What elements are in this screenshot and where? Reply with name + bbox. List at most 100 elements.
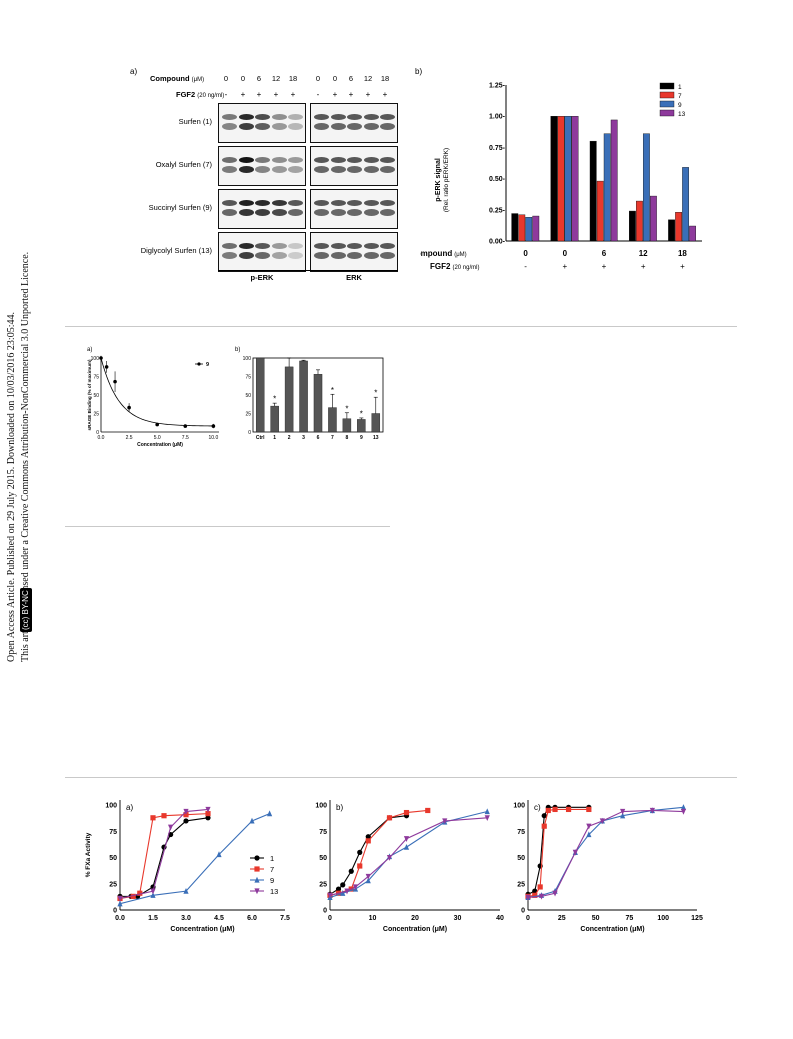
blot-band [271, 200, 287, 206]
lane-fgf2-value: + [256, 90, 262, 99]
blot-underline [218, 270, 398, 271]
blot-band [222, 200, 237, 206]
fxa-point [680, 808, 687, 815]
blot-band [222, 157, 237, 163]
lane-fgf2-value: + [290, 90, 296, 99]
srage-ylabel: sRAGE Binding (% of maximum) [87, 359, 92, 430]
lane-fgf2-value: + [332, 90, 338, 99]
srage-ytick-label: 100 [91, 356, 100, 362]
blot-band [347, 252, 363, 259]
perk-bar [649, 195, 657, 242]
fxa-series-line [119, 813, 209, 900]
srage-bar-xtick-label: 6 [317, 435, 320, 441]
blot-band [222, 114, 237, 120]
sage-panel-a-label: a) [87, 347, 93, 353]
panel-a-label: a) [130, 67, 138, 76]
blot-band [330, 252, 346, 259]
perk-legend-label: 1 [678, 84, 682, 91]
fxa-point [254, 876, 260, 883]
blot-band [271, 166, 287, 173]
blot-band [330, 209, 346, 216]
blot-band [222, 209, 237, 216]
fxa-point [365, 834, 371, 840]
perk-xtick-label: 12 [639, 249, 648, 258]
cc-badge[interactable]: (cc) BY-NC [20, 588, 32, 632]
fxa-ylabel: % FXa Activity [85, 832, 92, 877]
blot-band [380, 166, 396, 173]
fxa-point [352, 884, 359, 891]
fxa-point [365, 873, 371, 880]
significance-star: * [345, 404, 348, 413]
lane-fgf2-value: + [273, 90, 279, 99]
blot-band [347, 200, 363, 206]
srage-bar-xtick-label: 2 [288, 435, 291, 441]
perk-bar [571, 116, 579, 242]
fxa-point [183, 808, 189, 815]
erk-label: ERK [346, 273, 362, 282]
fxa-ytick-label: 0 [113, 908, 117, 915]
fxa-xtick-label: 75 [626, 915, 634, 922]
srage-point [127, 405, 131, 410]
lane-fgf2-value: - [224, 90, 228, 99]
fxa-point [537, 884, 543, 890]
fxa-point [620, 808, 626, 815]
fxa-point [340, 882, 346, 888]
fxa-xtick-label: 20 [411, 915, 419, 922]
srage-bar-chart: 0 25 50 75 100 Ctrl * 1 2 3 6 * 7 * 8 * 9 * 13 [243, 356, 384, 441]
fxa-point [205, 811, 211, 817]
fxa-point [327, 892, 333, 899]
srage-point [211, 424, 216, 428]
fgf2-header: FGF2 (20 ng/ml) [176, 90, 224, 99]
compound-label: Compound [150, 74, 190, 83]
srage-fit-curve [100, 357, 214, 427]
divider-2 [65, 526, 390, 527]
fxa-series-line [527, 809, 684, 898]
blot-band [271, 123, 287, 130]
fxa-point [552, 890, 558, 897]
fgf2-label: FGF2 [176, 90, 196, 99]
fxa-ytick-label: 100 [315, 803, 327, 810]
fxa-point [205, 815, 211, 821]
perk-bar [603, 133, 611, 242]
fxa-point [335, 886, 342, 892]
perk-legend-label: 9 [678, 102, 682, 109]
blot-band [222, 166, 237, 173]
fxa-point [620, 812, 626, 819]
blot-band [288, 209, 304, 216]
fxa-series-line [120, 817, 209, 897]
srage-bar-xtick-label: Ctrl [256, 435, 265, 441]
compound-header: Compound (μM) [150, 74, 204, 83]
blot-band [363, 200, 379, 206]
srage-xtick-label: 10.0 [209, 435, 219, 441]
blot-band [288, 252, 304, 259]
erk-blot [310, 146, 398, 186]
srage-bar-ytick-label: 0 [248, 430, 251, 436]
blot-band [330, 123, 346, 130]
perk-bar [511, 213, 519, 242]
fxa-xtick-label: 50 [592, 915, 600, 922]
blot-band [238, 252, 254, 259]
blot-band [271, 252, 287, 259]
blot-band [288, 157, 304, 163]
fxa-series-line [329, 810, 488, 898]
srage-point [155, 422, 159, 427]
srage-ytick-label: 0 [96, 430, 99, 436]
fxa-ytick-label: 25 [517, 881, 525, 888]
erk-blot [310, 189, 398, 229]
fxa-xtick-label: 7.5 [280, 915, 290, 922]
blot-band [288, 114, 304, 120]
significance-star: * [374, 389, 377, 398]
blot-band [380, 200, 396, 206]
fxa-xlabel: Concentration (μM) [170, 926, 234, 933]
blot-band [363, 209, 379, 216]
lane-compound-value: 0 [315, 74, 321, 83]
perk-ytick-label: 1.25- [489, 83, 506, 90]
fxa-ytick-label: 50 [109, 855, 117, 862]
srage-bar-ytick-label: 50 [245, 393, 251, 399]
fxa-point [150, 888, 156, 895]
fxa-point [386, 855, 393, 861]
compound-unit: (μM) [191, 77, 205, 83]
blot-band [380, 243, 396, 249]
perk-blot [218, 146, 306, 186]
perk-bar-chart: p-ERK signal (Rel. ratio pERK/ERK) 0.00-… [420, 83, 702, 271]
